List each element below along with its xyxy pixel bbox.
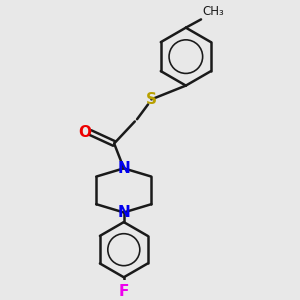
Text: N: N [117, 205, 130, 220]
Text: S: S [146, 92, 157, 107]
Text: N: N [117, 161, 130, 176]
Text: CH₃: CH₃ [202, 5, 224, 18]
Text: F: F [118, 284, 129, 299]
Text: O: O [79, 125, 92, 140]
